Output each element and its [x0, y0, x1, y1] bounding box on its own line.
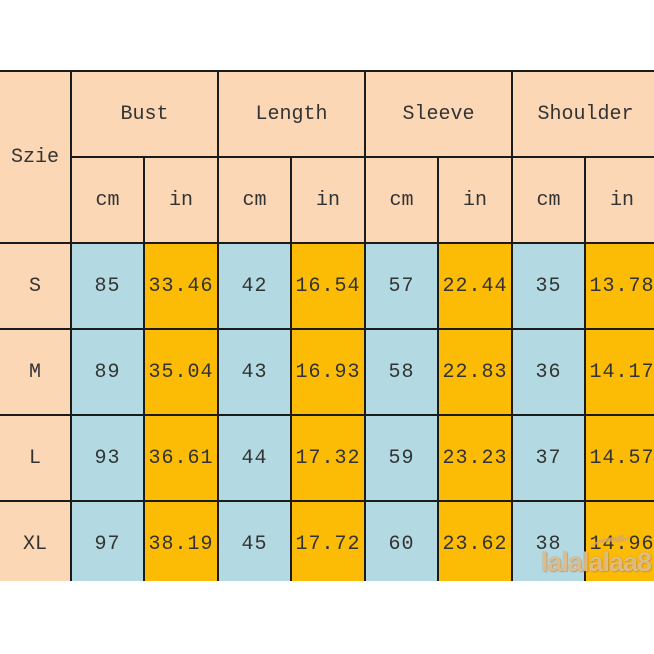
value-cell: 14.17 [584, 328, 654, 416]
value-cell: 37 [511, 414, 587, 502]
value-cell: 57 [364, 242, 440, 330]
value-cell: 16.54 [290, 242, 367, 330]
watermark-swoosh-icon [588, 533, 632, 548]
unit-header-cell: in [290, 156, 367, 244]
group-header-row: Szie Bust Length Sleeve Shoulder [0, 70, 654, 244]
value-cell: 36.61 [142, 414, 220, 502]
unit-header-cell: in [142, 156, 220, 244]
value-cell: 58 [364, 328, 440, 416]
group-header-shoulder: Shoulder [511, 70, 654, 158]
unit-header-cell: in [437, 156, 514, 244]
value-cell: 43 [217, 328, 293, 416]
seller-watermark: lalalalaa8 [540, 533, 652, 578]
value-cell: 17.72 [290, 500, 367, 581]
group-header-sleeve: Sleeve [364, 70, 514, 158]
corner-header-cell: Szie [0, 70, 72, 244]
size-chart-table-area: Szie Bust Length Sleeve Shoulder cm in c… [0, 70, 654, 581]
value-cell: 23.23 [437, 414, 514, 502]
value-cell: 35 [511, 242, 587, 330]
value-cell: 59 [364, 414, 440, 502]
watermark-text: lalalalaa8 [540, 547, 652, 577]
value-cell: 45 [217, 500, 293, 581]
value-cell: 85 [70, 242, 145, 330]
size-chart-table: Szie Bust Length Sleeve Shoulder cm in c… [0, 70, 654, 581]
value-cell: 17.32 [290, 414, 367, 502]
value-cell: 36 [511, 328, 587, 416]
value-cell: 89 [70, 328, 145, 416]
value-cell: 38.19 [142, 500, 220, 581]
value-cell: 13.78 [584, 242, 654, 330]
table-row-size-m: M 89 35.04 43 16.93 58 22.83 36 14.17 [0, 328, 654, 416]
size-cell: S [0, 242, 72, 330]
group-header-length: Length [217, 70, 367, 158]
value-cell: 38 [511, 500, 587, 581]
unit-header-cell: cm [70, 156, 145, 244]
value-cell: 14.57 [584, 414, 654, 502]
group-header-bust: Bust [69, 70, 220, 158]
value-cell: 42 [217, 242, 293, 330]
value-cell: 93 [70, 414, 145, 502]
unit-header-row: cm in cm in cm in cm in [0, 156, 654, 244]
unit-header-cell: cm [511, 156, 587, 244]
value-cell: 35.04 [142, 328, 220, 416]
value-cell: 60 [364, 500, 440, 581]
size-cell: XL [0, 500, 72, 581]
value-cell: 23.62 [437, 500, 514, 581]
table-row-size-s: S 85 33.46 42 16.54 57 22.44 35 13.78 [0, 242, 654, 330]
table-row-size-l: L 93 36.61 44 17.32 59 23.23 37 14.57 [0, 414, 654, 502]
value-cell: 97 [70, 500, 145, 581]
value-cell: 22.44 [437, 242, 514, 330]
value-cell: 22.83 [437, 328, 514, 416]
value-cell: 44 [217, 414, 293, 502]
unit-header-cell: in [584, 156, 654, 244]
value-cell: 16.93 [290, 328, 367, 416]
size-cell: M [0, 328, 72, 416]
unit-header-cell: cm [364, 156, 440, 244]
value-cell: 33.46 [142, 242, 220, 330]
unit-header-cell: cm [217, 156, 293, 244]
size-cell: L [0, 414, 72, 502]
